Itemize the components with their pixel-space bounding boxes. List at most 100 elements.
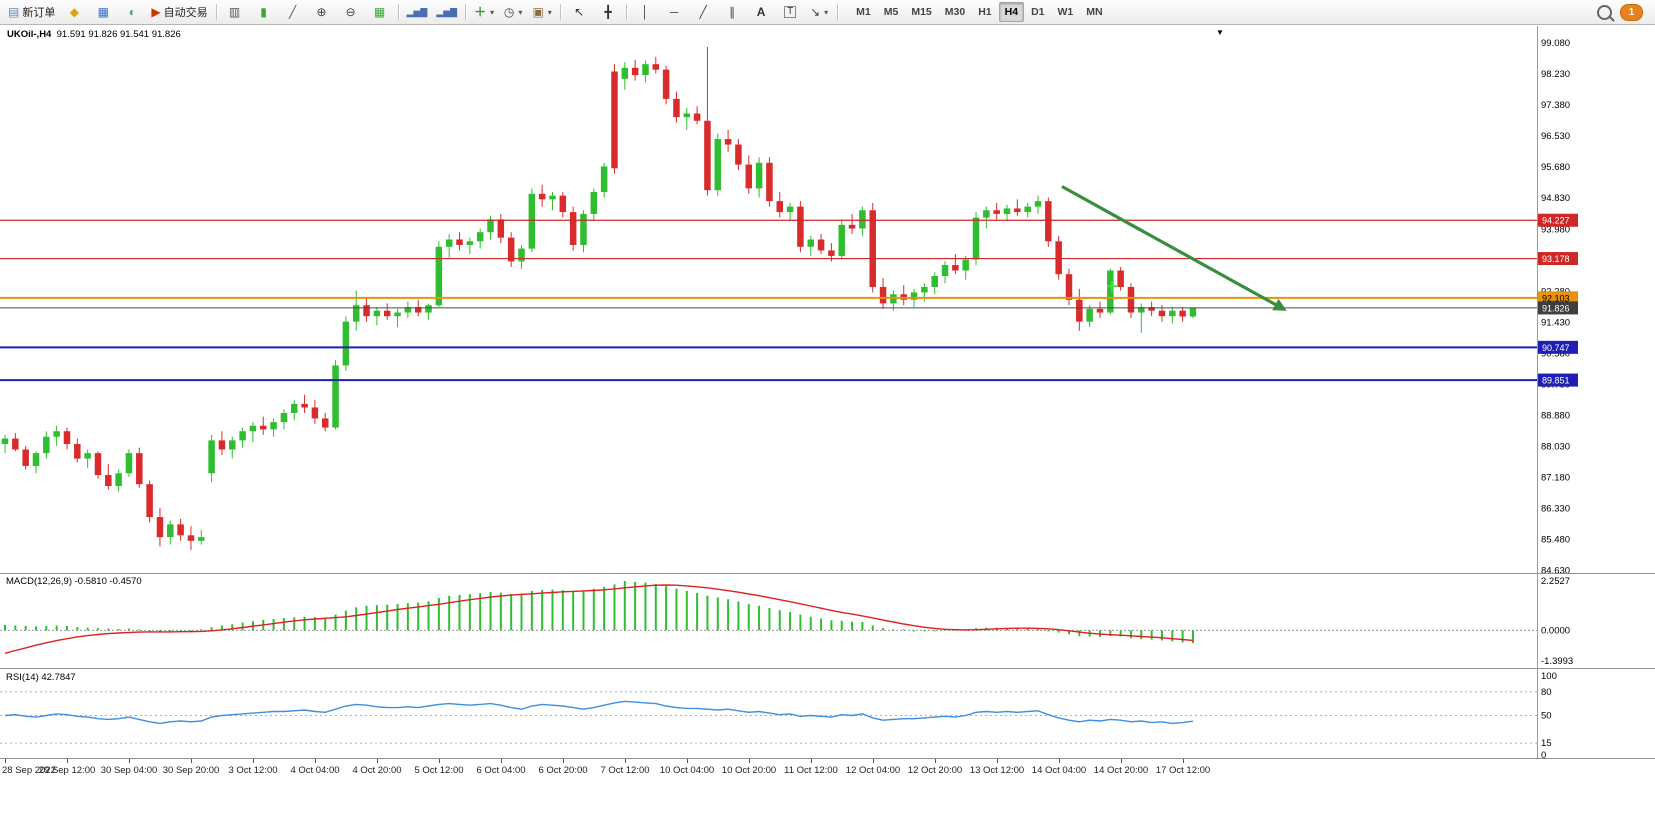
auto-scroll-button[interactable]: ▂▅▇ bbox=[403, 1, 432, 23]
svg-text:2.2527: 2.2527 bbox=[1541, 576, 1570, 587]
chevron-down-icon: ▾ bbox=[490, 7, 495, 17]
bar-chart-button[interactable]: ▥ bbox=[221, 1, 249, 23]
zoom-in-button[interactable]: ⊕ bbox=[308, 1, 336, 23]
crosshair-icon: ╋ bbox=[604, 5, 612, 19]
trendline-button[interactable]: ╱ bbox=[689, 1, 717, 23]
time-label: 14 Oct 04:00 bbox=[1031, 765, 1087, 776]
trendline-icon: ╱ bbox=[699, 5, 707, 19]
line-chart-button[interactable]: ╱ bbox=[279, 1, 307, 23]
time-axis[interactable]: 28 Sep 2022 29 Sep 12:00 30 Sep 04:00 30 Se… bbox=[0, 758, 1655, 783]
timeframe-m5[interactable]: M5 bbox=[883, 6, 899, 18]
rsi-line bbox=[4, 700, 1194, 725]
main-price-chart[interactable]: 99.080 98.230 97.380 96.530 95.680 94.830 93.9… bbox=[0, 26, 1655, 573]
svg-text:95.680: 95.680 bbox=[1541, 162, 1570, 173]
template-icon: ▣ bbox=[532, 5, 544, 19]
svg-text:90.747: 90.747 bbox=[1542, 343, 1570, 353]
channel-button[interactable]: ∥ bbox=[718, 1, 746, 23]
svg-text:15: 15 bbox=[1541, 738, 1552, 749]
favorites-button[interactable]: ◆ bbox=[60, 1, 88, 23]
time-tick bbox=[501, 759, 502, 763]
toolbar-separator bbox=[397, 4, 399, 20]
svg-text:96.530: 96.530 bbox=[1541, 131, 1570, 142]
text-tool-icon: A bbox=[756, 5, 766, 19]
svg-text:92.103: 92.103 bbox=[1542, 293, 1570, 303]
trend-arrow-head bbox=[1272, 298, 1287, 311]
toolbar-separator bbox=[560, 4, 562, 20]
zoom-out-button[interactable]: ⊖ bbox=[337, 1, 365, 23]
timeframe-m15[interactable]: M15 bbox=[911, 6, 932, 18]
svg-text:91.430: 91.430 bbox=[1541, 317, 1570, 328]
chart-window: UKOil-,H4 91.591 91.826 91.541 91.826 ▼ … bbox=[0, 26, 1655, 824]
horizontal-line-icon: ─ bbox=[669, 5, 679, 19]
clock-icon: ◷ bbox=[503, 5, 515, 19]
time-label: 11 Oct 12:00 bbox=[784, 765, 838, 776]
time-label: 10 Oct 04:00 bbox=[659, 765, 715, 776]
svg-text:50: 50 bbox=[1541, 711, 1552, 722]
timeframe-h1[interactable]: H1 bbox=[978, 6, 992, 18]
time-tick bbox=[997, 759, 998, 763]
time-tick bbox=[873, 759, 874, 763]
svg-text:84.630: 84.630 bbox=[1541, 566, 1570, 573]
timeframe-w1[interactable]: W1 bbox=[1057, 6, 1074, 18]
timeframe-h4[interactable]: H4 bbox=[998, 2, 1025, 22]
time-tick bbox=[935, 759, 936, 763]
vertical-line-button[interactable]: │ bbox=[631, 1, 659, 23]
timeframe-mn[interactable]: MN bbox=[1086, 6, 1103, 18]
cursor-button[interactable]: ↖ bbox=[565, 1, 593, 23]
crosshair-button[interactable]: ╋ bbox=[594, 1, 622, 23]
chart-shift-button[interactable]: ▂▅▇ bbox=[432, 1, 461, 23]
svg-text:93.980: 93.980 bbox=[1541, 224, 1570, 235]
time-label: 13 Oct 12:00 bbox=[969, 765, 1025, 776]
search-icon[interactable] bbox=[1597, 4, 1612, 20]
timeframe-m1[interactable]: M1 bbox=[856, 6, 871, 18]
svg-text:90.580: 90.580 bbox=[1541, 348, 1570, 359]
svg-text:0.0000: 0.0000 bbox=[1541, 625, 1570, 636]
arrows-button[interactable]: ↘ ▾ bbox=[805, 1, 833, 23]
toolbar-separator bbox=[465, 4, 467, 20]
time-label: 6 Oct 04:00 bbox=[476, 765, 526, 776]
time-label: 12 Oct 20:00 bbox=[907, 765, 963, 776]
chart-shift-icon: ▂▅▇ bbox=[436, 6, 458, 17]
time-label: 4 Oct 20:00 bbox=[352, 765, 402, 776]
price-tag bbox=[1538, 373, 1578, 387]
bar-chart-icon: ▥ bbox=[228, 5, 241, 19]
svg-text:94.830: 94.830 bbox=[1541, 193, 1570, 204]
indicators-button[interactable]: ＋ ▾ bbox=[470, 1, 498, 23]
rsi-indicator-label: RSI(14) 42.7847 bbox=[6, 672, 76, 683]
navigator-button[interactable]: ◐ bbox=[118, 1, 146, 23]
scroll-to-end-icon[interactable]: ▼ bbox=[1216, 28, 1224, 37]
timeframe-d1[interactable]: D1 bbox=[1031, 6, 1045, 18]
time-label: 4 Oct 04:00 bbox=[290, 765, 340, 776]
symbol-period-label: UKOil-,H4 bbox=[7, 29, 52, 40]
periods-button[interactable]: ◷ ▾ bbox=[499, 1, 527, 23]
svg-text:99.080: 99.080 bbox=[1541, 38, 1570, 49]
autotrading-button[interactable]: ▶ 自动交易 bbox=[147, 1, 211, 23]
rsi-panel[interactable]: 100 80 50 150 bbox=[0, 668, 1655, 758]
tile-windows-button[interactable]: ▦ bbox=[366, 1, 394, 23]
price-tag bbox=[1538, 252, 1578, 266]
favorites-icon: ◆ bbox=[69, 5, 79, 19]
timeframe-m30[interactable]: M30 bbox=[944, 6, 966, 18]
text-tool-button[interactable]: A bbox=[747, 1, 775, 23]
horizontal-line-button[interactable]: ─ bbox=[660, 1, 688, 23]
notification-badge[interactable]: 1 bbox=[1620, 3, 1643, 21]
templates-button[interactable]: ▣ ▾ bbox=[528, 1, 556, 23]
macd-panel[interactable]: 2.2527 0.0000 -1.3993 bbox=[0, 573, 1655, 668]
time-label: 5 Oct 12:00 bbox=[414, 765, 464, 776]
market-watch-button[interactable]: ▦ bbox=[89, 1, 117, 23]
svg-text:91.826: 91.826 bbox=[1542, 303, 1570, 313]
toolbar-separator bbox=[215, 4, 217, 20]
svg-text:94.227: 94.227 bbox=[1542, 216, 1570, 226]
autotrading-label: 自动交易 bbox=[163, 7, 208, 19]
candlestick-chart-button[interactable]: ▮ bbox=[250, 1, 278, 23]
new-order-button[interactable]: ▤ 新订单 bbox=[4, 1, 59, 23]
add-indicator-icon: ＋ bbox=[474, 5, 487, 19]
channel-icon: ∥ bbox=[729, 5, 736, 19]
time-tick bbox=[811, 759, 812, 763]
timeframe-group: M1 M5 M15 M30 H1 H4 D1 W1 MN bbox=[850, 2, 1108, 22]
text-label-button[interactable]: T bbox=[776, 1, 804, 23]
time-tick bbox=[129, 759, 130, 763]
time-label: 29 Sep 12:00 bbox=[38, 765, 96, 776]
time-tick bbox=[1183, 759, 1184, 763]
macd-indicator-label: MACD(12,26,9) -0.5810 -0.4570 bbox=[6, 576, 142, 587]
